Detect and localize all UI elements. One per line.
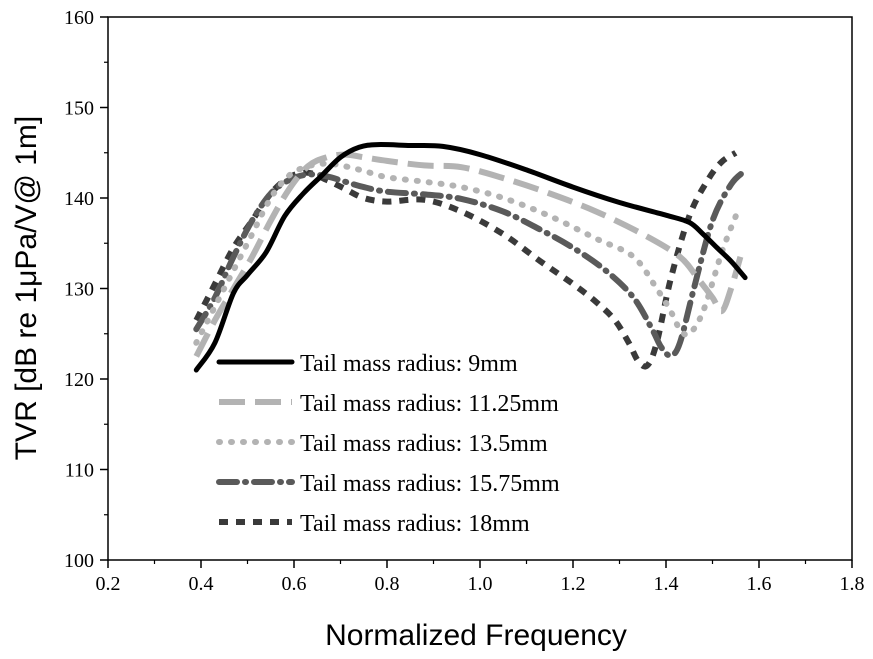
- x-tick-label: 0.4: [189, 573, 214, 595]
- legend-label-1: Tail mass radius: 9mm: [300, 351, 518, 377]
- x-tick-label: 0.8: [375, 573, 400, 595]
- legend-label-3: Tail mass radius: 13.5mm: [300, 431, 548, 457]
- y-axis-ticks: 100 110 120 130 140 150 160: [64, 7, 108, 572]
- x-tick-label: 1.8: [840, 573, 865, 595]
- series-line-1: [193, 142, 748, 373]
- series-layer: [193, 142, 749, 373]
- x-tick-label: 1.4: [654, 573, 679, 595]
- series-line-2: [193, 151, 744, 358]
- legend-label-2: Tail mass radius: 11.25mm: [300, 391, 559, 417]
- x-axis-title: Normalized Frequency: [325, 619, 627, 652]
- x-tick-label: 1.2: [561, 573, 586, 595]
- legend-label-4: Tail mass radius: 15.75mm: [300, 471, 560, 497]
- y-tick-label: 150: [64, 98, 94, 120]
- y-axis-title: TVR [dB re 1μPa/V@ 1m]: [10, 116, 43, 461]
- x-tick-label: 0.2: [96, 573, 121, 595]
- x-axis-ticks: 0.2 0.4 0.6 0.8 1.0 1.2 1.4 1.6 1.8: [96, 560, 865, 595]
- y-tick-label: 140: [64, 188, 94, 210]
- x-tick-label: 1.6: [747, 573, 772, 595]
- y-tick-label: 120: [64, 369, 94, 391]
- series-line-4: [193, 167, 749, 359]
- y-tick-label: 100: [64, 550, 94, 572]
- series-line-3: [193, 160, 739, 346]
- x-tick-label: 0.6: [282, 573, 307, 595]
- y-tick-label: 110: [65, 460, 94, 482]
- legend: Tail mass radius: 9mm Tail mass radius: 1…: [216, 351, 560, 537]
- y-tick-label: 130: [64, 279, 94, 301]
- y-tick-label: 160: [64, 7, 94, 29]
- legend-label-5: Tail mass radius: 18mm: [300, 511, 530, 537]
- x-tick-label: 1.0: [468, 573, 493, 595]
